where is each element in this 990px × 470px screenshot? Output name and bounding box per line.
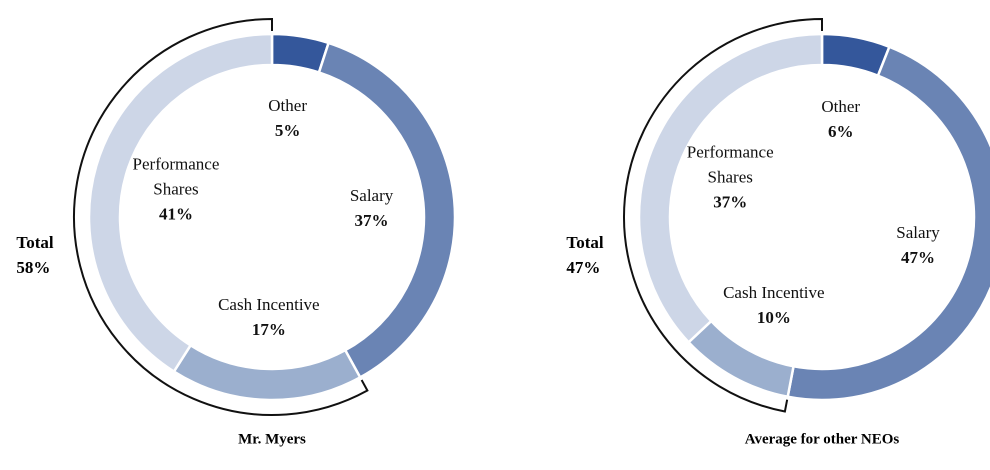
segment-value: 41% bbox=[158, 204, 193, 224]
segment-name: Salary bbox=[896, 222, 940, 242]
segment-label: Cash Incentive 17% bbox=[204, 292, 334, 342]
total-value: 47% bbox=[566, 258, 601, 277]
segment-label: Cash Incentive 10% bbox=[709, 280, 839, 330]
segment-label: Performance Shares 41% bbox=[111, 152, 241, 227]
donut-segment bbox=[686, 319, 795, 399]
total-label: Total 47% bbox=[566, 230, 603, 280]
segment-label: Other 5% bbox=[223, 93, 353, 143]
segment-label: Salary 37% bbox=[307, 183, 437, 233]
segment-value: 37% bbox=[713, 192, 748, 212]
donut-segment bbox=[637, 32, 824, 345]
segment-value: 5% bbox=[274, 121, 301, 141]
segment-value: 47% bbox=[901, 247, 936, 267]
donut-segment bbox=[172, 343, 362, 402]
segment-value: 6% bbox=[827, 121, 854, 141]
segment-name: Performance Shares bbox=[132, 154, 220, 199]
segment-label: Salary 47% bbox=[853, 220, 983, 270]
segment-label: Performance Shares 37% bbox=[665, 140, 795, 215]
segment-name: Performance Shares bbox=[686, 142, 774, 187]
chart-title: Mr. Myers bbox=[238, 431, 306, 448]
total-bracket bbox=[73, 17, 369, 416]
segment-name: Cash Incentive bbox=[723, 282, 825, 302]
segment-name: Other bbox=[821, 96, 861, 116]
segment-name: Cash Incentive bbox=[218, 294, 320, 314]
chart-title: Average for other NEOs bbox=[744, 431, 900, 448]
segment-value: 17% bbox=[251, 319, 286, 339]
segment-label: Other 6% bbox=[776, 94, 906, 144]
total-text: Total bbox=[16, 233, 54, 252]
segment-value: 37% bbox=[354, 210, 389, 230]
total-label: Total 58% bbox=[16, 230, 53, 280]
total-bracket bbox=[623, 17, 823, 413]
donut-segment bbox=[87, 32, 274, 374]
total-value: 58% bbox=[16, 258, 51, 277]
segment-name: Other bbox=[268, 96, 307, 116]
segment-name: Salary bbox=[349, 185, 394, 205]
segment-value: 10% bbox=[756, 307, 791, 327]
total-text: Total bbox=[566, 233, 604, 252]
